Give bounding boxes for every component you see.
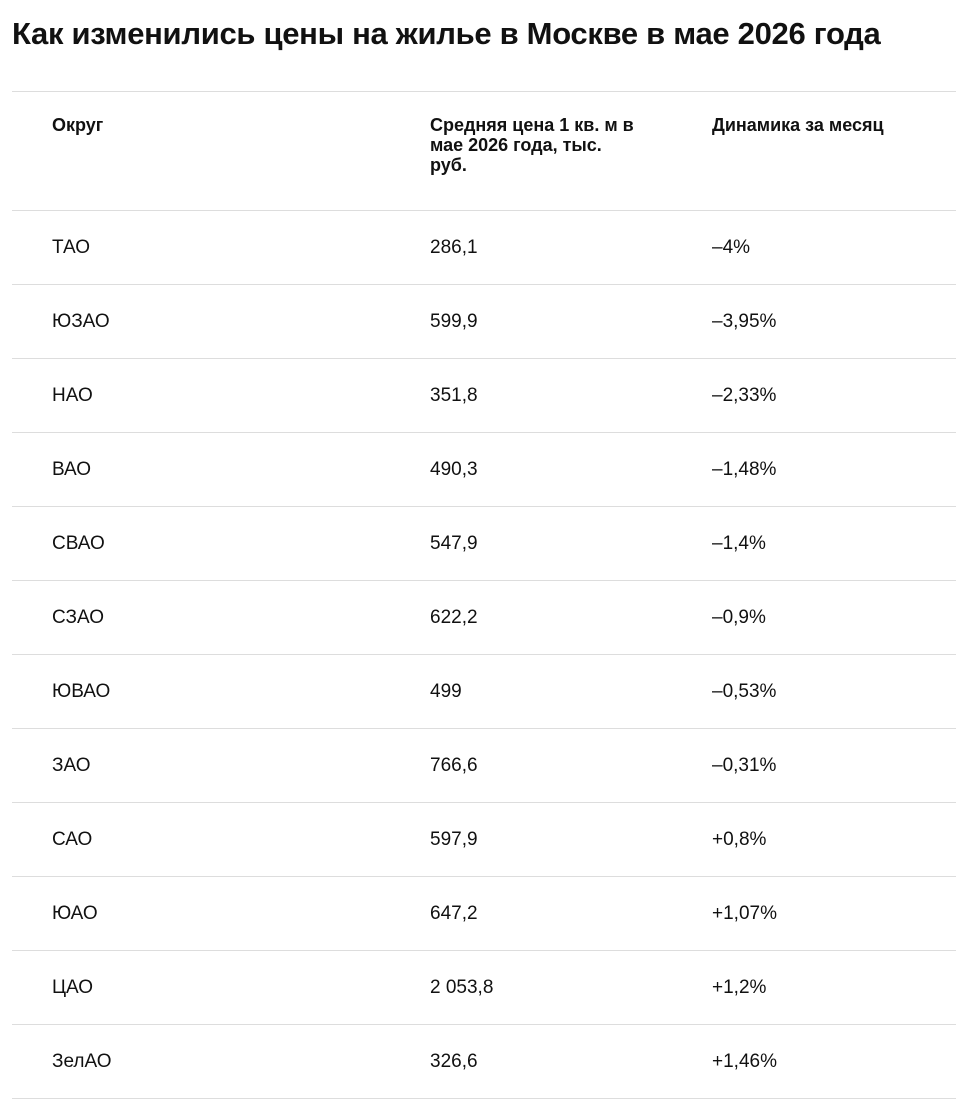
table-row: ТАО 286,1 –4% — [12, 211, 956, 285]
table-cell: –3,95% — [712, 311, 777, 332]
table-cell: –0,9% — [712, 607, 766, 628]
table-cell: ВАО — [52, 459, 92, 480]
table-cell: ЗАО — [52, 755, 91, 776]
table-row: ЗАО 766,6 –0,31% — [12, 729, 956, 803]
column-header: Округ — [52, 115, 104, 135]
table-cell: ЮАО — [52, 903, 98, 924]
table-row: ЮЗАО 599,9 –3,95% — [12, 285, 956, 359]
table-cell: СВАО — [52, 533, 105, 554]
table-cell: 766,6 — [430, 755, 478, 776]
table-cell: 351,8 — [430, 385, 478, 406]
table-cell: +1,07% — [712, 903, 777, 924]
table-cell: ТАО — [52, 237, 91, 258]
header-row: Округ Средняя цена 1 кв. м в мае 2026 год… — [12, 92, 956, 211]
table-cell: НАО — [52, 385, 93, 406]
table-row: САО 597,9 +0,8% — [12, 803, 956, 877]
table-cell: ЗелАО — [52, 1051, 112, 1072]
table-row: ЮАО 647,2 +1,07% — [12, 877, 956, 951]
table-cell: 647,2 — [430, 903, 478, 924]
table-cell: 597,9 — [430, 829, 478, 850]
table-cell: –0,53% — [712, 681, 777, 702]
table: Округ Средняя цена 1 кв. м в мае 2026 год… — [12, 91, 956, 1099]
table-cell: САО — [52, 829, 93, 850]
table-cell: –2,33% — [712, 385, 777, 406]
column-header: Средняя цена 1 кв. м в мае 2026 года, ты… — [430, 115, 634, 175]
table-row: ЗелАО 326,6 +1,46% — [12, 1025, 956, 1099]
table-cell: 286,1 — [430, 237, 478, 258]
table-cell: +0,8% — [712, 829, 767, 850]
table-cell: 547,9 — [430, 533, 478, 554]
title: Как изменились цены на жилье в Москве в … — [12, 16, 881, 51]
table-row: ЮВАО 499 –0,53% — [12, 655, 956, 729]
table-cell: –4% — [712, 237, 751, 258]
table-cell: ЦАО — [52, 977, 94, 998]
table-cell: +1,46% — [712, 1051, 777, 1072]
table-cell: –0,31% — [712, 755, 777, 776]
table-row: ЦАО 2 053,8 +1,2% — [12, 951, 956, 1025]
column-header: Динамика за месяц — [712, 115, 884, 135]
table-cell: –1,48% — [712, 459, 777, 480]
table-cell: 326,6 — [430, 1051, 478, 1072]
table-cell: +1,2% — [712, 977, 767, 998]
table-row: ВАО 490,3 –1,48% — [12, 433, 956, 507]
table-row: СЗАО 622,2 –0,9% — [12, 581, 956, 655]
table-cell: СЗАО — [52, 607, 105, 628]
table-cell: 499 — [430, 681, 462, 702]
table-cell: 599,9 — [430, 311, 478, 332]
table-cell: –1,4% — [712, 533, 766, 554]
table-row: СВАО 547,9 –1,4% — [12, 507, 956, 581]
table-cell: ЮЗАО — [52, 311, 110, 332]
table-row: НАО 351,8 –2,33% — [12, 359, 956, 433]
table-cell: 490,3 — [430, 459, 478, 480]
table-cell: 2 053,8 — [430, 977, 494, 998]
table-cell: 622,2 — [430, 607, 478, 628]
table-cell: ЮВАО — [52, 681, 111, 702]
